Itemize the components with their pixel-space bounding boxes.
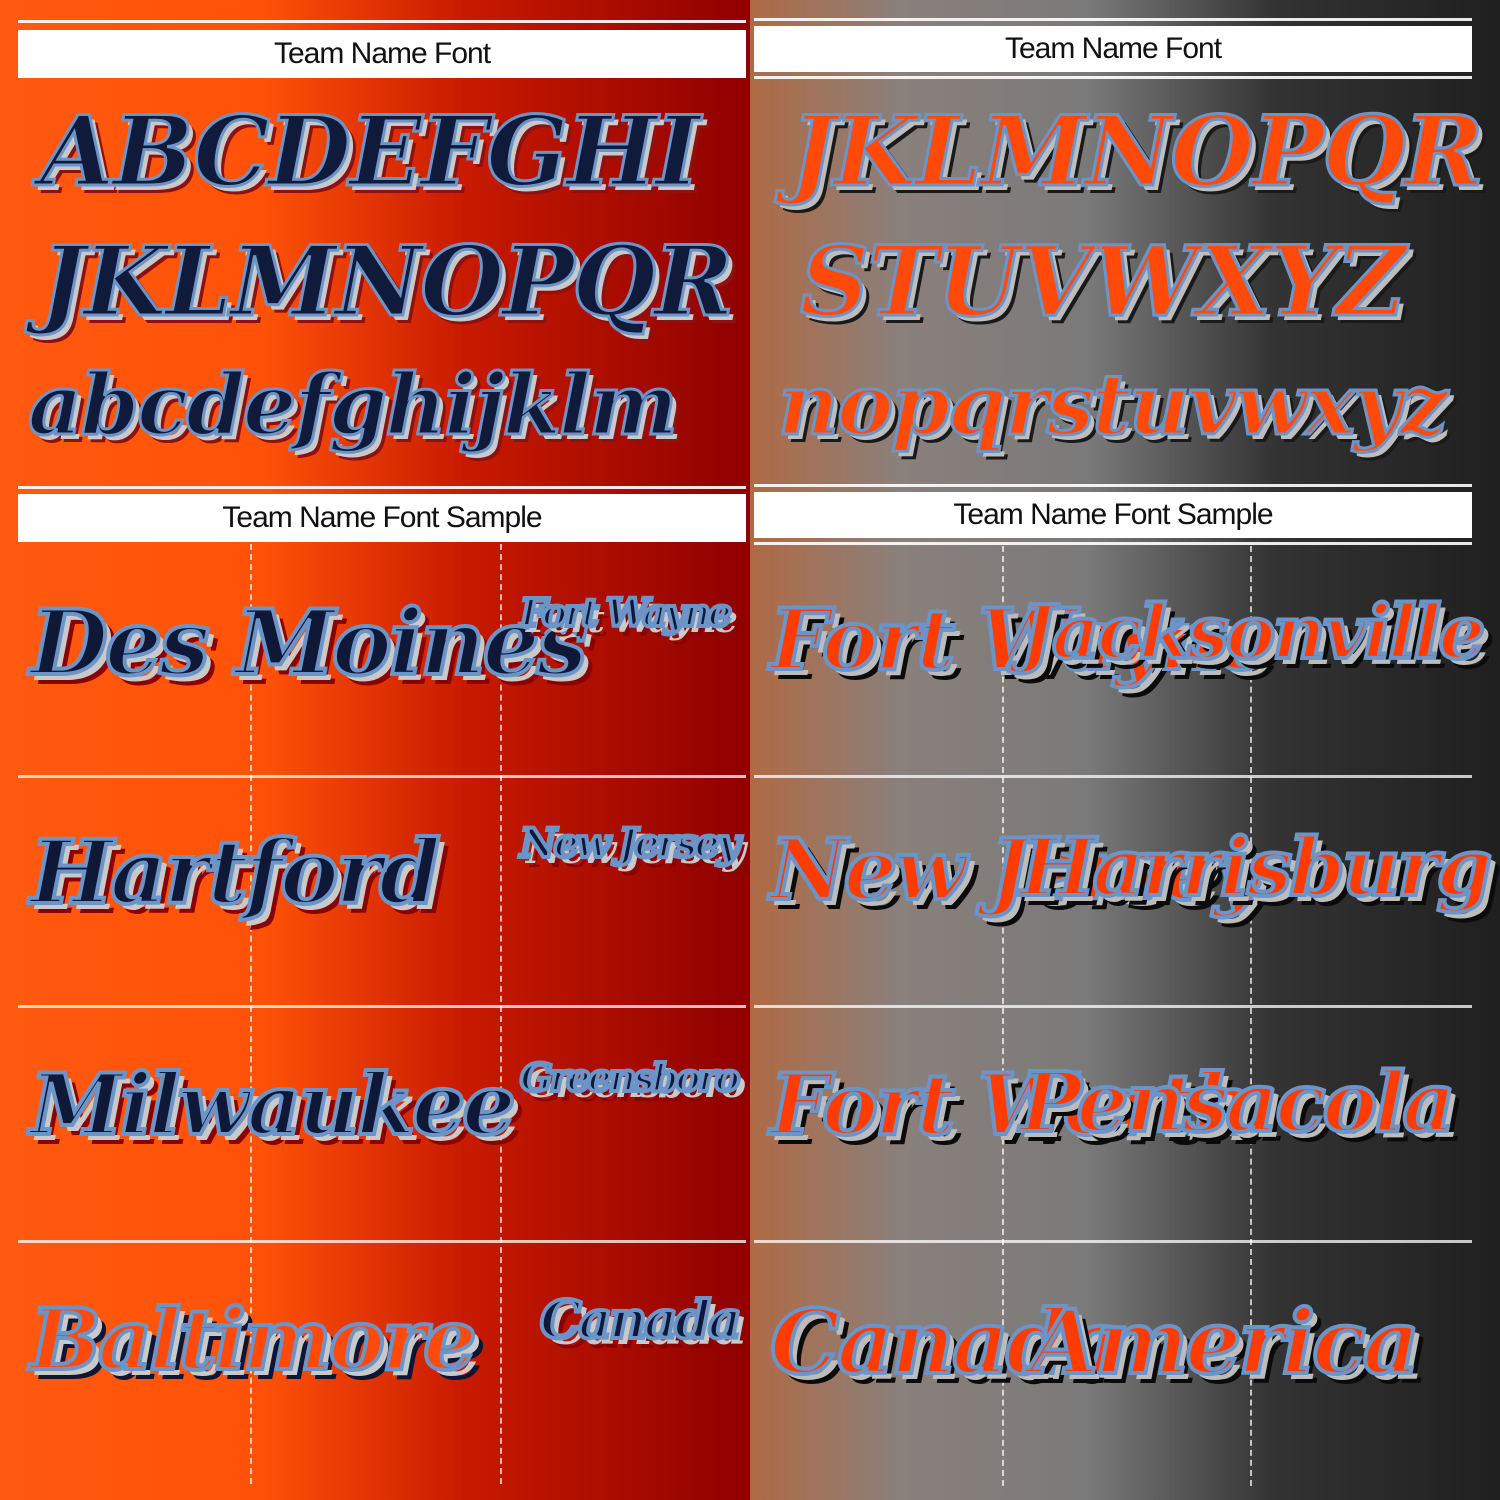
city-sample: Fort Wayne — [518, 588, 734, 637]
grid-divider — [250, 544, 252, 1484]
grid-divider — [18, 775, 746, 778]
grid-divider — [18, 1005, 746, 1008]
city-sample: New Jersey — [768, 818, 1264, 921]
alphabet-row-3: nopqrstuvwxyz — [777, 354, 1450, 456]
sample-panel-gray-black: Team Name Font Sample Fort Wayne Jackson… — [750, 480, 1500, 1500]
alphabet-row-1: JKLMNOPQR — [789, 94, 1486, 210]
city-sample: Des Moines — [28, 588, 590, 698]
panel-label: Team Name Font — [754, 26, 1472, 72]
alphabet-row-2: JKLMNOPQR — [39, 224, 736, 340]
panel-label: Team Name Font Sample — [754, 492, 1472, 538]
city-sample: Jacksonville — [1018, 588, 1488, 678]
divider — [18, 20, 746, 23]
city-sample: America — [1028, 1288, 1422, 1396]
city-sample: Hartford — [28, 818, 443, 926]
grid-divider — [500, 544, 502, 1484]
divider — [754, 18, 1472, 21]
grid-divider — [1250, 546, 1252, 1486]
divider — [754, 484, 1472, 487]
city-sample: Pensacola — [1018, 1053, 1457, 1153]
divider — [754, 76, 1472, 79]
grid-divider — [1002, 546, 1004, 1486]
grid-divider — [754, 1240, 1472, 1243]
grid-divider — [18, 1240, 746, 1243]
sample-panel-orange-red: Team Name Font Sample Des Moines Fort Wa… — [0, 480, 750, 1500]
divider — [754, 542, 1472, 545]
alphabet-panel-orange-red: Team Name Font ABCDEFGHI JKLMNOPQR abcde… — [0, 0, 750, 480]
city-sample: Canada — [768, 1288, 1124, 1396]
city-sample: Milwaukee — [28, 1053, 518, 1156]
panel-label: Team Name Font Sample — [18, 494, 746, 542]
city-sample: Fort Wayne — [768, 588, 1273, 691]
grid-divider — [754, 1005, 1472, 1008]
city-sample: Canada — [538, 1288, 744, 1353]
city-sample: Harrisburg — [1018, 818, 1494, 916]
alphabet-panel-gray-black: Team Name Font JKLMNOPQR STUVWXYZ nopqrs… — [750, 0, 1500, 480]
alphabet-row-2: STUVWXYZ — [799, 224, 1408, 340]
city-sample: Fort Worth — [768, 1053, 1256, 1156]
alphabet-row-3: abcdefghijklm — [27, 354, 680, 456]
grid-divider — [754, 775, 1472, 778]
panel-label: Team Name Font — [18, 30, 746, 78]
city-sample: New Jersey — [518, 818, 742, 869]
divider — [18, 486, 746, 489]
city-sample: Greensboro — [518, 1053, 742, 1102]
alphabet-row-1: ABCDEFGHI — [39, 94, 702, 210]
city-sample: Baltimore — [28, 1288, 479, 1391]
